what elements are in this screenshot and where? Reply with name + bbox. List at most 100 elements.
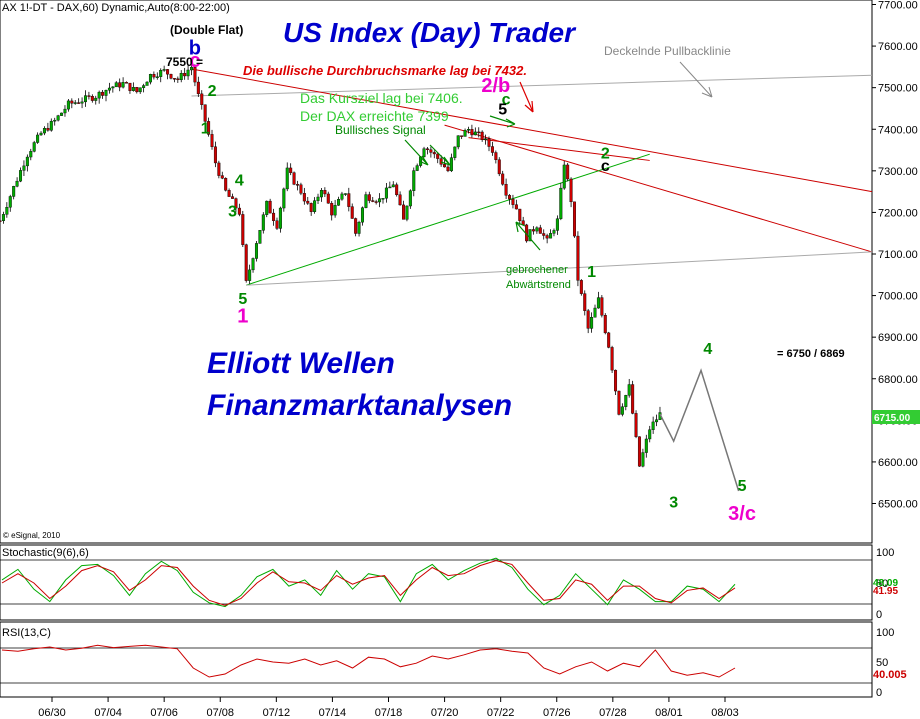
candle-body: [347, 193, 351, 207]
x-tick-label: 07/18: [375, 707, 403, 719]
candle-body: [501, 173, 505, 185]
candle-body: [196, 81, 200, 95]
candle-body: [179, 72, 183, 81]
trendlines: [191, 68, 873, 286]
candle-body: [258, 230, 262, 244]
candle-body: [504, 184, 508, 196]
candle-body: [453, 146, 457, 158]
candle-body: [25, 156, 29, 167]
candle-body: [429, 149, 433, 153]
candle-body: [350, 206, 354, 219]
candle-body: [531, 229, 535, 232]
indicator-tick-label: 0: [876, 687, 882, 699]
y-tick-label: 7100.00: [878, 249, 918, 261]
candle-body: [388, 186, 392, 189]
rsi-last-value: 40.005: [873, 669, 907, 681]
y-tick-label: 6800.00: [878, 374, 918, 386]
trendline: [246, 251, 873, 286]
stochastic-last-d: 41.95: [873, 586, 898, 597]
candle-body: [5, 207, 9, 215]
x-tick-label: 07/08: [206, 707, 234, 719]
candle-body: [384, 187, 388, 199]
trendline: [246, 153, 650, 286]
wave-label: 2: [208, 83, 217, 100]
candle-body: [183, 72, 187, 77]
indicator-tick-label: 100: [876, 547, 894, 559]
candle-body: [248, 269, 252, 281]
candle-body: [555, 218, 559, 231]
indicator-title: RSI(13,C): [2, 627, 51, 639]
candle-body: [231, 196, 235, 199]
indicator-tick-label: 50: [876, 578, 888, 590]
candle-body: [39, 132, 43, 136]
candle-body: [203, 104, 207, 122]
candle-body: [460, 135, 464, 137]
candle-body: [487, 138, 491, 147]
candle-body: [600, 297, 604, 316]
wave-label: 4: [703, 341, 712, 358]
candle-body: [446, 166, 450, 172]
candle-body: [549, 233, 553, 239]
candle-body: [1, 214, 5, 222]
target-note-2: Der DAX erreichte 7399: [300, 108, 449, 124]
candle-body: [572, 201, 576, 237]
y-tick-label: 6500.00: [878, 499, 918, 511]
candle-body: [371, 200, 375, 202]
candle-body: [566, 164, 570, 180]
candle-body: [627, 384, 631, 396]
candle-body: [169, 73, 173, 79]
candle-body: [357, 221, 361, 234]
wave-label: 1: [587, 264, 596, 281]
candle-body: [620, 406, 624, 415]
candle-body: [378, 198, 382, 203]
candle-body: [302, 193, 306, 202]
candle-body: [189, 66, 193, 71]
candle-body: [449, 157, 453, 172]
indicator-title: Stochastic(9(6),6): [2, 547, 89, 559]
trendline: [444, 124, 873, 253]
candle-body: [624, 395, 628, 407]
wave-label: 5: [238, 291, 247, 308]
candle-body: [607, 332, 611, 348]
candle-body: [272, 212, 276, 221]
stochastic-panel-frame: [0, 544, 873, 621]
last-price-tag: [872, 410, 920, 424]
candle-body: [583, 293, 587, 311]
y-tick-label: 7600.00: [878, 41, 918, 53]
candle-body: [176, 78, 180, 81]
candle-body: [42, 128, 46, 134]
candle-body: [217, 162, 221, 176]
bullish-signal-label: Bullisches Signal: [335, 123, 426, 137]
candle-body: [193, 66, 197, 83]
indicator-tick-label: 100: [876, 627, 894, 639]
candle-body: [53, 119, 57, 122]
y-tick-label: 7500.00: [878, 83, 918, 95]
y-tick-label: 6600.00: [878, 457, 918, 469]
candle-body: [364, 194, 368, 208]
candle-body: [94, 97, 98, 101]
candle-body: [511, 198, 515, 205]
y-tick-label: 7200.00: [878, 207, 918, 219]
wave-label: c: [189, 50, 200, 72]
breakout-note: Die bullische Durchbruchsmarke lag bei 7…: [243, 63, 527, 78]
candle-body: [66, 100, 70, 110]
candle-body: [343, 193, 347, 195]
candle-body: [456, 135, 460, 148]
symbol-line: AX 1!-DT - DAX,60) Dynamic,Auto(8:00-22:…: [2, 2, 230, 14]
candle-body: [494, 152, 498, 160]
last-price-value: 6715.00: [874, 413, 911, 424]
candle-body: [101, 91, 105, 96]
candle-body: [159, 70, 163, 77]
candle-body: [439, 158, 443, 165]
wave-label: c: [502, 91, 511, 108]
candle-body: [32, 142, 36, 152]
trendline: [468, 137, 650, 161]
candle-body: [508, 195, 512, 200]
candle-body: [484, 138, 488, 140]
chart-title: US Index (Day) Trader: [283, 17, 577, 48]
candle-body: [107, 87, 111, 91]
candle-body: [244, 244, 248, 281]
date-axis: 06/30 07/04 07/06 07/08 07/12 07/14 07/18 07/20…: [38, 697, 739, 719]
candle-body: [367, 194, 371, 201]
pullback-line-label: Deckelnde Pullbacklinie: [604, 44, 731, 58]
